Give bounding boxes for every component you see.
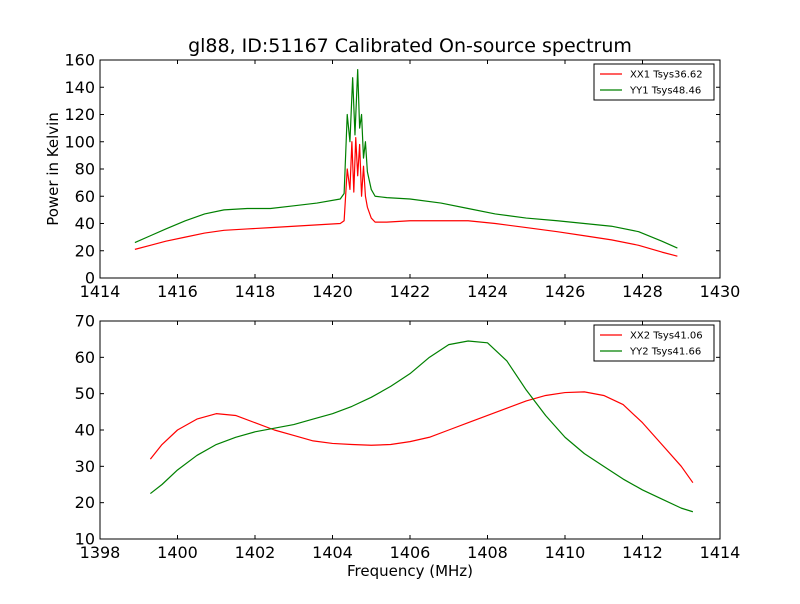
- bottom-y-tick-label: 70: [75, 312, 95, 331]
- top-series-line-1: [134, 137, 678, 257]
- top-x-tick-label: 1424: [467, 282, 508, 301]
- bottom-legend-label-1: XX2 Tsys41.06: [630, 331, 703, 342]
- bottom-legend-box: [593, 324, 715, 362]
- bottom-x-tick-label: 1402: [235, 543, 276, 562]
- top-x-tick-label: 1428: [622, 282, 663, 301]
- top-panel: gl88, ID:51167 Calibrated On-source spec…: [44, 35, 740, 301]
- bottom-legend-label-2: YY2 Tsys41.66: [629, 347, 701, 358]
- bottom-x-tick-label: 1406: [390, 543, 431, 562]
- top-y-tick-label: 160: [64, 51, 95, 70]
- top-legend-label-2: YY1 Tsys48.46: [629, 86, 701, 97]
- top-y-tick-label: 140: [64, 78, 95, 97]
- top-legend-box: [593, 63, 715, 101]
- bottom-y-tick-label: 50: [75, 384, 95, 403]
- top-legend-label-1: XX1 Tsys36.62: [630, 70, 703, 81]
- top-y-axis-label: Power in Kelvin: [44, 112, 62, 226]
- bottom-series-line-1: [149, 391, 694, 484]
- top-x-tick-label: 1418: [235, 282, 276, 301]
- bottom-y-tick-label: 40: [75, 421, 95, 440]
- top-chart-title: gl88, ID:51167 Calibrated On-source spec…: [188, 35, 632, 57]
- bottom-x-tick-label: 1398: [80, 543, 121, 562]
- bottom-panel: Frequency (MHz) 1398 1400 1402 1404 1406 1408…: [75, 312, 741, 581]
- bottom-x-tick-label: 1414: [700, 543, 741, 562]
- top-legend: XX1 Tsys36.62 YY1 Tsys48.46: [593, 63, 715, 101]
- top-x-tick-label: 1420: [312, 282, 353, 301]
- bottom-x-tick-label: 1400: [157, 543, 198, 562]
- bottom-y-tick-label: 10: [75, 530, 95, 549]
- top-y-tick-label: 0: [85, 269, 95, 288]
- top-y-tick-label: 60: [75, 187, 95, 206]
- top-x-tick-label: 1414: [80, 282, 121, 301]
- bottom-x-tick-label: 1410: [545, 543, 586, 562]
- bottom-x-tick-label: 1404: [312, 543, 353, 562]
- top-y-tick-label: 120: [64, 105, 95, 124]
- top-x-tick-label: 1430: [700, 282, 741, 301]
- bottom-y-tick-label: 20: [75, 493, 95, 512]
- bottom-y-tick-label: 60: [75, 348, 95, 367]
- top-x-tick-label: 1426: [545, 282, 586, 301]
- top-x-tick-label: 1422: [390, 282, 431, 301]
- top-y-tick-label: 100: [64, 132, 95, 151]
- top-series-line-2: [134, 68, 678, 249]
- bottom-x-tick-label: 1408: [467, 543, 508, 562]
- bottom-series-line-2: [150, 340, 694, 513]
- top-y-tick-label: 80: [75, 160, 95, 179]
- top-x-tick-label: 1416: [157, 282, 198, 301]
- bottom-x-axis-label: Frequency (MHz): [347, 562, 473, 580]
- bottom-legend: XX2 Tsys41.06 YY2 Tsys41.66: [593, 324, 715, 362]
- top-y-tick-label: 20: [75, 241, 95, 260]
- bottom-y-tick-label: 30: [75, 457, 95, 476]
- top-y-tick-label: 40: [75, 214, 95, 233]
- bottom-x-tick-label: 1412: [622, 543, 663, 562]
